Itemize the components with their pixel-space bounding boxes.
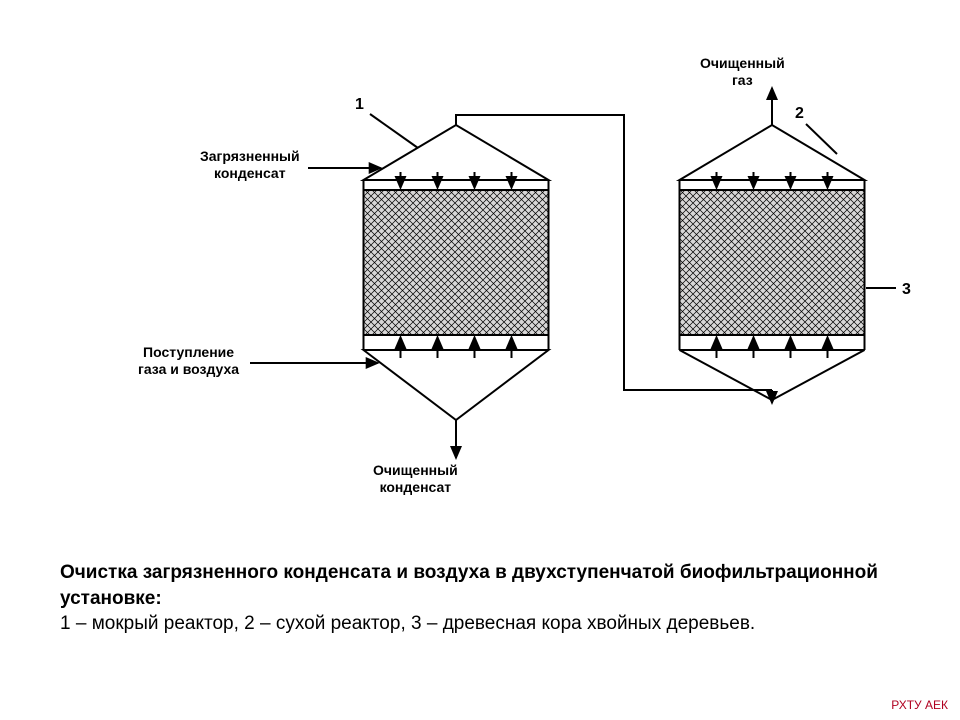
label-line: конденсат (214, 165, 286, 181)
callout-num-2: 2 (795, 104, 804, 123)
footer-credit: РХТУ АЕК (891, 698, 948, 712)
label-cleaned-condensate: Очищенный конденсат (373, 462, 458, 496)
callout-num-3: 3 (902, 280, 911, 299)
caption-rest: 1 – мокрый реактор, 2 – сухой реактор, 3… (60, 613, 755, 634)
label-line: газа и воздуха (138, 361, 239, 377)
caption-bold: Очистка загрязненного конденсата и возду… (60, 562, 878, 609)
label-contaminated-condensate: Загрязненный конденсат (200, 148, 300, 182)
callout-num-1: 1 (355, 95, 364, 114)
label-line: газ (732, 72, 753, 88)
figure-caption: Очистка загрязненного конденсата и возду… (60, 560, 880, 637)
label-line: Поступление (143, 344, 234, 360)
label-line: Загрязненный (200, 148, 300, 164)
label-line: Очищенный (373, 462, 458, 478)
label-gas-air-in: Поступление газа и воздуха (138, 344, 239, 378)
label-line: Очищенный (700, 55, 785, 71)
label-cleaned-gas: Очищенный газ (700, 55, 785, 89)
label-line: конденсат (380, 479, 452, 495)
